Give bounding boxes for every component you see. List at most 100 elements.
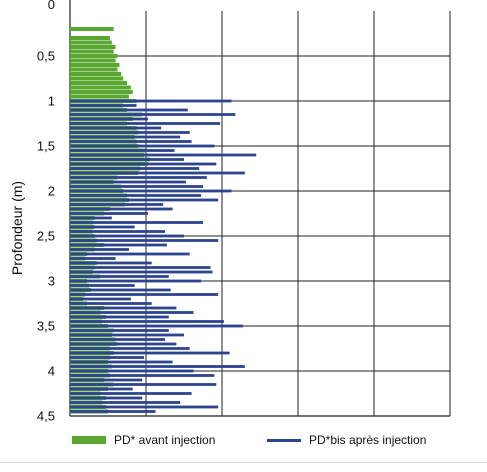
bar-apres-injection	[70, 338, 165, 341]
bar-apres-injection	[70, 104, 137, 107]
bar-avant-injection	[70, 80, 127, 86]
y-tick-label: 1	[48, 94, 55, 109]
bar-avant-injection	[70, 35, 110, 41]
y-tick-label: 3,5	[37, 319, 55, 334]
bar-apres-injection	[70, 306, 177, 310]
bar-apres-injection	[70, 266, 211, 269]
bar-apres-injection	[70, 122, 221, 125]
bar-apres-injection	[70, 167, 200, 170]
y-tick-label: 1,5	[37, 139, 55, 154]
bar-avant-injection	[70, 67, 118, 72]
legend-item-avant: PD* avant injection	[72, 433, 215, 447]
y-tick-label: 0	[48, 0, 55, 12]
bar-apres-injection	[70, 212, 148, 215]
legend-swatch-avant	[72, 436, 106, 444]
bar-apres-injection	[70, 180, 186, 184]
legend-item-apres: PD*bis après injection	[267, 433, 426, 447]
bar-apres-injection	[70, 378, 143, 382]
y-axis-label: Profondeur (m)	[9, 181, 25, 275]
bar-apres-injection	[70, 126, 162, 130]
bar-apres-injection	[70, 117, 148, 121]
bar-avant-injection	[70, 62, 120, 68]
bar-apres-injection	[70, 171, 245, 175]
bar-apres-injection	[70, 401, 181, 404]
bar-avant-injection	[70, 44, 116, 50]
bar-apres-injection	[70, 279, 202, 283]
bar-apres-injection	[70, 351, 230, 355]
y-tick-label: 4	[48, 364, 55, 379]
bar-apres-injection	[70, 216, 112, 220]
legend-label-apres: PD*bis après injection	[309, 433, 427, 447]
bar-apres-injection	[70, 99, 232, 103]
bar-apres-injection	[70, 140, 192, 143]
bar-apres-injection	[70, 405, 219, 409]
bar-apres-injection	[70, 131, 190, 134]
bar-apres-injection	[70, 396, 143, 400]
bar-apres-injection	[70, 252, 190, 256]
bar-avant-injection	[70, 53, 118, 59]
bar-apres-injection	[70, 270, 213, 274]
bar-apres-injection	[70, 239, 219, 242]
series-avant-injection	[70, 26, 150, 414]
bar-apres-injection	[70, 302, 152, 305]
bar-avant-injection	[70, 40, 112, 45]
legend-label-avant: PD* avant injection	[114, 433, 216, 447]
y-axis-ticks: 0 0,5 1 1,5 2 2,5 3 3,5 4 4,5	[37, 0, 55, 424]
y-tick-label: 0,5	[37, 49, 55, 64]
bar-apres-injection	[70, 374, 215, 377]
bar-avant-injection	[70, 85, 131, 90]
bar-apres-injection	[70, 113, 236, 116]
bar-apres-injection	[70, 320, 224, 323]
bar-apres-injection	[70, 257, 116, 260]
bar-apres-injection	[70, 108, 188, 112]
bar-avant-injection	[70, 94, 129, 99]
bar-apres-injection	[70, 333, 184, 337]
bar-apres-injection	[70, 153, 257, 157]
bar-apres-injection	[70, 410, 156, 413]
bar-apres-injection	[70, 383, 217, 386]
bottom-divider	[0, 462, 487, 463]
bar-apres-injection	[70, 315, 169, 319]
bar-apres-injection	[70, 203, 164, 206]
bar-apres-injection	[70, 387, 133, 391]
bar-apres-injection	[70, 176, 207, 179]
bar-avant-injection	[70, 49, 114, 54]
bar-apres-injection	[70, 198, 219, 202]
bar-apres-injection	[70, 185, 203, 188]
bar-avant-injection	[70, 58, 116, 63]
bar-apres-injection	[70, 324, 243, 328]
bar-apres-injection	[70, 248, 129, 251]
bar-apres-injection	[70, 162, 217, 166]
bar-apres-injection	[70, 342, 177, 346]
bar-apres-injection	[70, 225, 135, 229]
bar-apres-injection	[70, 288, 171, 292]
y-tick-label: 2	[48, 184, 55, 199]
y-tick-label: 3	[48, 274, 55, 289]
bar-apres-injection	[70, 293, 219, 296]
y-tick-label: 4,5	[37, 409, 55, 424]
bar-apres-injection	[70, 297, 131, 301]
legend-swatch-apres	[267, 438, 301, 442]
bar-apres-injection	[70, 189, 232, 193]
bar-apres-injection	[70, 194, 202, 197]
bar-apres-injection	[70, 369, 194, 373]
series-apres-injection	[70, 99, 257, 413]
bar-apres-injection	[70, 311, 194, 314]
bar-apres-injection	[70, 329, 169, 332]
bar-apres-injection	[70, 144, 215, 148]
bar-apres-injection	[70, 356, 145, 359]
bar-apres-injection	[70, 392, 192, 395]
depth-profile-chart: 0 0,5 1 1,5 2 2,5 3 3,5 4 4,5 Profondeur (m)	[9, 0, 451, 424]
bar-apres-injection	[70, 135, 181, 139]
bar-apres-injection	[70, 347, 190, 350]
bar-apres-injection	[70, 261, 152, 265]
bar-apres-injection	[70, 275, 169, 278]
bar-avant-injection	[70, 76, 124, 81]
bar-apres-injection	[70, 360, 173, 364]
bar-apres-injection	[70, 230, 165, 233]
y-tick-label: 2,5	[37, 229, 55, 244]
bar-apres-injection	[70, 149, 175, 152]
bar-avant-injection	[70, 71, 122, 77]
bar-avant-injection	[70, 89, 133, 95]
bar-apres-injection	[70, 243, 167, 247]
